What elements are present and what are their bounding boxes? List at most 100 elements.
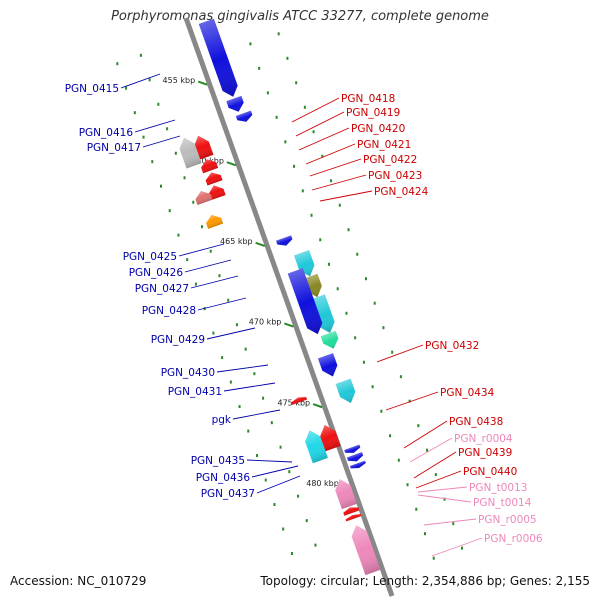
gene-feature-pgn-0438[interactable] [317, 422, 341, 452]
gene-glyph-shade [226, 95, 244, 112]
label-pgn-t0014[interactable]: PGN_t0014 [473, 497, 532, 509]
leader-pgn-r0006 [431, 537, 483, 557]
label-pgn-0421[interactable]: PGN_0421 [357, 139, 411, 151]
leader-pgn-0424 [319, 190, 373, 202]
leader-pgn-0435 [246, 459, 293, 463]
gene-feature-pgn-0424[interactable] [204, 212, 224, 229]
label-pgn-t0013[interactable]: PGN_t0013 [469, 482, 527, 494]
grid-dot [277, 32, 280, 36]
grid-dot [264, 478, 267, 482]
gene-feature-pgn-0439[interactable] [342, 505, 360, 516]
label-pgn-0431[interactable]: PGN_0431 [168, 386, 222, 398]
label-pgn-0417[interactable]: PGN_0417 [87, 142, 141, 154]
grid-dot [297, 494, 300, 498]
gene-feature-pgn-0418[interactable] [191, 133, 214, 161]
label-pgn-0436[interactable]: PGN_0436 [196, 472, 251, 484]
gene-feature-pgk[interactable] [335, 378, 359, 406]
label-pgk[interactable]: pgk [212, 414, 232, 426]
gene-feature-pgn-0428[interactable] [309, 294, 338, 335]
scale-tick-460 [226, 161, 237, 167]
grid-dot [166, 127, 169, 131]
gene-feature-pgn-r0004[interactable] [332, 476, 358, 510]
label-pgn-r0004[interactable]: PGN_r0004 [454, 433, 513, 445]
leader-pgn-r0005 [423, 518, 477, 526]
label-pgn-0429[interactable]: PGN_0429 [151, 334, 205, 346]
grid-dot [364, 277, 367, 281]
grid-dot [221, 356, 224, 360]
label-pgn-0432[interactable]: PGN_0432 [425, 340, 479, 352]
gene-feature-pgn-0430[interactable] [320, 330, 341, 351]
label-pgn-0434[interactable]: PGN_0434 [440, 387, 495, 399]
topology-text: Topology: circular; Length: 2,354,886 bp… [260, 574, 590, 588]
gene-feature-pgn-0419[interactable] [177, 135, 202, 169]
label-pgn-r0005[interactable]: PGN_r0005 [478, 514, 537, 526]
genome-backbone [183, 17, 395, 597]
grid-dot [125, 86, 128, 90]
leader-pgn-0429 [206, 327, 256, 340]
grid-dot [397, 458, 400, 462]
gene-feature-pgn-0415[interactable] [198, 18, 241, 100]
label-pgn-0415[interactable]: PGN_0415 [65, 83, 119, 95]
leader-pgn-0427 [190, 275, 239, 289]
gene-feature-pgn-0421[interactable] [204, 170, 223, 186]
gene-feature-pgn-0440[interactable] [345, 512, 362, 522]
grid-dot [186, 258, 189, 262]
gene-feature-pgn-0434[interactable] [302, 428, 328, 464]
label-pgn-0428[interactable]: PGN_0428 [142, 305, 196, 317]
gene-feature-pgn-0435[interactable] [344, 444, 361, 456]
scale-tick-470 [284, 322, 294, 328]
label-pgn-0418[interactable]: PGN_0418 [341, 93, 395, 105]
gene-glyph-shade [344, 444, 361, 453]
gene-feature-pgn-r0006[interactable] [349, 523, 381, 576]
label-pgn-0423[interactable]: PGN_0423 [368, 170, 422, 182]
grid-dot [347, 228, 350, 232]
label-pgn-r0006[interactable]: PGN_r0006 [484, 533, 543, 545]
label-pgn-0424[interactable]: PGN_0424 [374, 186, 429, 198]
gene-feature-pgn-0422[interactable] [206, 183, 226, 201]
gene-glyph-shade [320, 330, 339, 349]
grid-dot [382, 326, 385, 330]
grid-dot [426, 448, 429, 452]
gene-feature-pgn-0431[interactable] [317, 353, 340, 379]
label-pgn-0440[interactable]: PGN_0440 [463, 466, 517, 478]
grid-dot [249, 42, 252, 46]
gene-feature-pgn-0429[interactable] [287, 268, 326, 336]
gene-labels: PGN_0415 PGN_0416 PGN_0417 PGN_0425 PGN_0426… [65, 83, 543, 545]
label-pgn-0425[interactable]: PGN_0425 [123, 251, 177, 263]
gene-glyph-shade [351, 525, 381, 576]
gene-feature-pgn-0420[interactable] [199, 157, 219, 174]
grid-dot [391, 350, 394, 354]
grid-dot [192, 200, 195, 204]
gene-feature-pgn-0436[interactable] [346, 452, 364, 464]
gene-features [177, 18, 381, 576]
label-pgn-0439[interactable]: PGN_0439 [458, 447, 512, 459]
gene-feature-pgn-0432[interactable] [290, 395, 308, 405]
label-pgn-0426[interactable]: PGN_0426 [129, 267, 184, 279]
label-pgn-0416[interactable]: PGN_0416 [79, 127, 134, 139]
leader-pgn-0430 [216, 364, 269, 373]
label-pgn-0422[interactable]: PGN_0422 [363, 154, 417, 166]
label-pgn-0420[interactable]: PGN_0420 [351, 123, 405, 135]
grid-dot [258, 66, 261, 70]
grid-dot [408, 399, 411, 403]
label-pgn-0438[interactable]: PGN_0438 [449, 416, 503, 428]
gene-feature-pgn-0437[interactable] [349, 460, 367, 471]
grid-dot [201, 225, 204, 229]
grid-dot [423, 532, 426, 536]
grid-dot [270, 421, 273, 425]
gene-feature-pgn-0417[interactable] [235, 110, 254, 125]
gene-feature-pgn-0423[interactable] [193, 188, 213, 206]
grid-dot [327, 262, 330, 266]
grid-dot [209, 249, 212, 253]
label-pgn-0437[interactable]: PGN_0437 [201, 488, 255, 500]
label-pgn-0435[interactable]: PGN_0435 [191, 455, 245, 467]
gene-glyph-shade [349, 460, 366, 469]
label-pgn-0427[interactable]: PGN_0427 [135, 283, 189, 295]
grid-dot [330, 179, 333, 183]
label-pgn-0419[interactable]: PGN_0419 [346, 107, 400, 119]
gene-glyph-shade [317, 353, 338, 377]
gene-feature-pgn-0416[interactable] [226, 95, 246, 115]
label-pgn-0430[interactable]: PGN_0430 [161, 367, 215, 379]
gene-feature-pgn-0425[interactable] [275, 235, 294, 248]
